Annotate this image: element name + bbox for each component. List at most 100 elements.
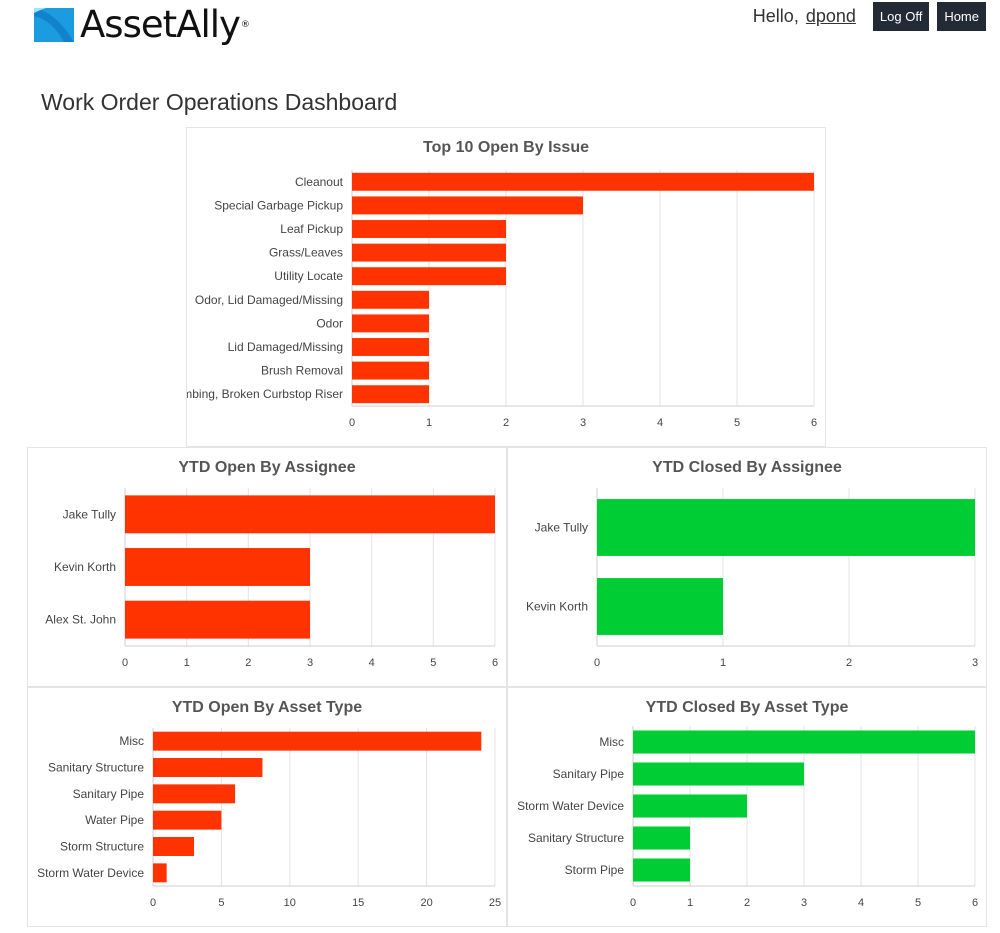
home-button[interactable]: Home — [937, 2, 986, 31]
x-tick-label: 1 — [687, 897, 693, 909]
x-tick-label: 10 — [284, 897, 296, 909]
bar-sanitary-structure[interactable] — [633, 826, 690, 850]
x-tick-label: 4 — [657, 417, 663, 429]
category-label: Kevin Korth — [54, 560, 116, 574]
x-tick-label: 0 — [630, 897, 636, 909]
bar-kevin-korth[interactable] — [597, 578, 723, 635]
logo-text: AssetAlly® — [80, 3, 250, 47]
x-tick-label: 2 — [846, 657, 852, 669]
bar-sanitary-structure[interactable] — [153, 758, 263, 777]
username-link[interactable]: dpond — [805, 6, 856, 26]
category-label: Lid Damaged/Missing — [228, 340, 343, 354]
category-label: Sanitary Pipe — [553, 767, 625, 781]
user-area: Hello, dpond Log Off Home — [753, 2, 986, 31]
chart-panel-ytd-closed-by-asset-type: YTD Closed By Asset Type 0 1 2 3 4 5 6 Misc Sanit… — [507, 687, 987, 927]
x-tick-label: 3 — [972, 657, 978, 669]
x-tick-label: 3 — [801, 897, 807, 909]
bar-storm-structure[interactable] — [153, 837, 195, 856]
x-tick-label: 1 — [184, 657, 190, 669]
category-label: Cleanout — [295, 175, 344, 189]
bar-odor[interactable] — [352, 314, 429, 333]
bar-grass-leaves[interactable] — [352, 243, 506, 262]
logo-trademark: ® — [240, 20, 250, 30]
category-label: Sanitary Structure — [528, 831, 624, 845]
category-label: Special Garbage Pickup — [214, 198, 343, 212]
asset-ally-logo[interactable]: AssetAlly® — [34, 3, 250, 47]
greeting-text: Hello, — [752, 6, 799, 26]
chart-title: YTD Open By Assignee — [178, 459, 355, 476]
bar-misc[interactable] — [633, 730, 975, 754]
logo-mark-icon — [34, 8, 74, 42]
bar-utility-locate[interactable] — [352, 267, 506, 286]
x-tick-label: 1 — [426, 417, 432, 429]
category-label: Grass/Leaves — [269, 246, 343, 260]
category-label: Plumbing, Broken Curbstop Riser — [187, 387, 343, 401]
category-label: Leaf Pickup — [280, 222, 343, 236]
x-tick-label: 5 — [915, 897, 921, 909]
x-tick-label: 3 — [307, 657, 313, 669]
chart-svg-open-asset: YTD Open By Asset Type 0 5 10 15 20 25 Misc Sani… — [37, 699, 501, 909]
chart-panel-ytd-closed-by-assignee: YTD Closed By Assignee 0 1 2 3 Jake Tully Kevi… — [507, 447, 987, 687]
bar-special-garbage-pickup[interactable] — [352, 196, 583, 215]
greeting: Hello, dpond — [753, 6, 856, 27]
bar-water-pipe[interactable] — [153, 810, 222, 830]
x-tick-label: 2 — [245, 657, 251, 669]
bar-lid-damaged-missing[interactable] — [352, 338, 429, 356]
bar-jake-tully[interactable] — [125, 495, 495, 534]
bar-storm-water-device[interactable] — [153, 863, 167, 883]
bar-leaf-pickup[interactable] — [352, 220, 506, 238]
category-label: Alex St. John — [45, 613, 116, 627]
chart-panel-ytd-open-by-assignee: YTD Open By Assignee 0 1 2 3 4 5 6 Jake Tully Kev… — [27, 447, 507, 687]
category-label: Storm Water Device — [517, 799, 624, 813]
category-label: Storm Structure — [60, 840, 144, 854]
bar-sanitary-pipe[interactable] — [633, 762, 804, 786]
page-title: Work Order Operations Dashboard — [41, 89, 398, 115]
category-label: Sanitary Structure — [48, 761, 144, 775]
chart-title: YTD Open By Asset Type — [172, 699, 362, 716]
bar-misc[interactable] — [153, 731, 482, 751]
x-tick-label: 5 — [430, 657, 436, 669]
x-tick-label: 6 — [972, 897, 978, 909]
x-tick-label: 0 — [594, 657, 600, 669]
x-tick-label: 20 — [420, 897, 432, 909]
bar-plumbing-broken-curbstop-riser[interactable] — [352, 385, 429, 404]
x-tick-label: 25 — [489, 897, 501, 909]
x-tick-label: 15 — [352, 897, 364, 909]
logo-wordmark: AssetAlly — [80, 3, 241, 46]
chart-title: Top 10 Open By Issue — [423, 139, 589, 156]
chart-svg-closed-assignee: YTD Closed By Assignee 0 1 2 3 Jake Tully Kevi… — [526, 459, 978, 669]
x-tick-label: 4 — [369, 657, 375, 669]
x-tick-label: 5 — [218, 897, 224, 909]
bar-kevin-korth[interactable] — [125, 548, 310, 586]
x-tick-label: 1 — [720, 657, 726, 669]
bar-brush-removal[interactable] — [352, 361, 429, 380]
x-tick-label: 2 — [503, 417, 509, 429]
chart-svg-top10: Top 10 Open By Issue 0 1 2 3 4 5 6 Cleanout Speci… — [187, 139, 817, 429]
bar-cleanout[interactable] — [352, 172, 814, 191]
bar-storm-pipe[interactable] — [633, 858, 690, 882]
x-tick-label: 5 — [734, 417, 740, 429]
log-off-button[interactable]: Log Off — [872, 2, 930, 31]
chart-svg-closed-asset: YTD Closed By Asset Type 0 1 2 3 4 5 6 Misc Sanit… — [517, 699, 978, 909]
chart-panel-top10-open-by-issue: Top 10 Open By Issue 0 1 2 3 4 5 6 Cleanout Speci… — [186, 127, 826, 447]
category-label: Jake Tully — [535, 521, 588, 535]
category-label: Storm Water Device — [37, 866, 144, 880]
bar-odor-lid-damaged-missing[interactable] — [352, 290, 429, 309]
bar-storm-water-device[interactable] — [633, 794, 747, 818]
chart-title: YTD Closed By Asset Type — [646, 699, 849, 716]
category-label: Utility Locate — [274, 269, 343, 283]
bar-alex-st-john[interactable] — [125, 600, 310, 639]
x-tick-label: 0 — [150, 897, 156, 909]
category-label: Water Pipe — [85, 813, 144, 827]
category-label: Kevin Korth — [526, 600, 588, 614]
bar-jake-tully[interactable] — [597, 499, 975, 556]
bar-sanitary-pipe[interactable] — [153, 784, 236, 804]
category-label: Odor, Lid Damaged/Missing — [195, 293, 343, 307]
x-tick-label: 2 — [744, 897, 750, 909]
x-tick-label: 0 — [122, 657, 128, 669]
app-header: AssetAlly® Hello, dpond Log Off Home — [0, 0, 1000, 60]
category-label: Jake Tully — [63, 507, 116, 521]
category-label: Misc — [599, 735, 624, 749]
category-label: Brush Removal — [261, 364, 343, 378]
category-label: Sanitary Pipe — [73, 787, 145, 801]
